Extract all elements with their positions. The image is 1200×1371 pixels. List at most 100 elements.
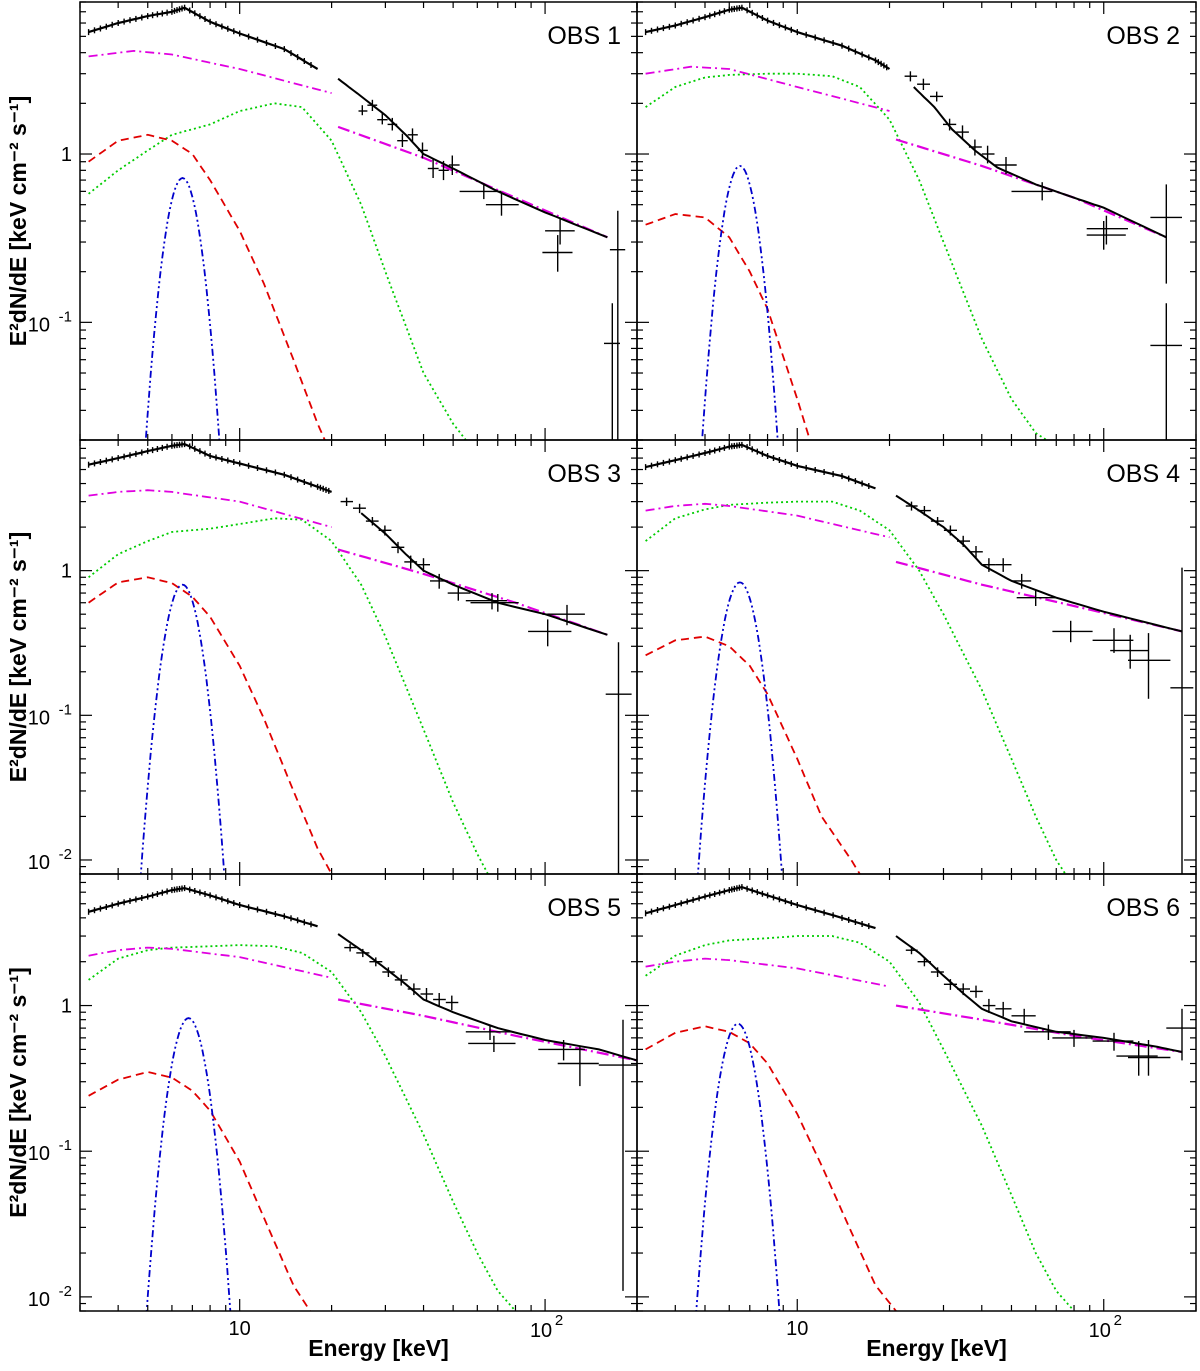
y-tick-label: 1 (61, 996, 72, 1018)
data-point (391, 541, 405, 554)
data-point (1052, 1029, 1093, 1047)
soft-spectrum-errors (87, 4, 312, 68)
data-point (382, 967, 395, 977)
total-model-soft (645, 443, 876, 490)
data-point (1092, 1032, 1134, 1051)
y-tick-labels: 1 10 -1 10 -2 (28, 561, 72, 874)
data-point (970, 546, 983, 559)
powerlaw-curve (645, 502, 890, 539)
disk-curve (645, 635, 861, 874)
x-tick-labels: 10 10 2 (786, 1312, 1122, 1342)
plot-area (87, 885, 637, 1311)
data-point (930, 517, 944, 526)
powerlaw-curve-hard (895, 1004, 1183, 1054)
data-point (1128, 1040, 1171, 1076)
data-point (957, 983, 970, 996)
data-point (394, 974, 408, 986)
y-tick-labels: 1 10 -1 10 -2 (28, 996, 72, 1311)
x-axis-title: Energy [keV] (308, 1335, 449, 1361)
data-point (417, 558, 430, 572)
data-point (417, 142, 428, 159)
y-axis-ticks (80, 1, 637, 441)
data-point (604, 303, 620, 440)
hard-xray-data (905, 946, 1196, 1076)
data-point (356, 948, 370, 958)
hard-xray-data (904, 71, 1182, 440)
panel-frame (79, 439, 638, 875)
data-point (917, 506, 931, 516)
soft-spectrum-errors (644, 4, 888, 71)
data-point (943, 525, 957, 536)
data-point (957, 535, 970, 547)
total-model-soft (645, 6, 891, 70)
data-point (1150, 184, 1182, 284)
y-tick-label: 10 (28, 1289, 50, 1311)
soft-spectrum-errors (644, 441, 870, 489)
y-axis-title: E²dN/dE [keV cm⁻² s⁻¹] (5, 532, 31, 782)
plot-area (87, 4, 626, 440)
y-tick-exponent: -1 (59, 701, 72, 718)
hard-xray-data (905, 501, 1194, 874)
data-point (598, 1019, 637, 1291)
hard-xray-data (358, 99, 626, 440)
panel-label: OBS 1 (547, 22, 621, 50)
data-point (930, 91, 943, 102)
panel-label: OBS 3 (547, 460, 621, 488)
panel-frame (79, 1, 638, 441)
x-tick-label: 10 (1089, 1320, 1111, 1342)
y-tick-label: 10 (28, 1143, 50, 1165)
x-axis-ticks (79, 440, 638, 874)
total-model-hard (360, 512, 608, 636)
comptonization-curve (88, 102, 467, 440)
total-model-hard (895, 494, 1183, 633)
data-point (465, 593, 507, 610)
data-point (1086, 221, 1126, 250)
x-tick-label: 10 (786, 1318, 808, 1340)
data-point (1170, 567, 1194, 874)
panel-obs-4: OBS 4 (636, 439, 1197, 875)
data-point (905, 501, 918, 511)
y-axis-ticks (80, 439, 637, 875)
plot-area (644, 884, 1196, 1311)
iron-line-curve (697, 581, 783, 874)
data-point (1086, 215, 1128, 245)
data-point (528, 619, 572, 647)
data-point (470, 594, 519, 612)
powerlaw-curve (645, 957, 890, 988)
data-point (427, 159, 439, 178)
iron-line-curve (139, 583, 226, 874)
data-point (468, 1035, 516, 1052)
x-axis-ticks (636, 2, 1197, 440)
data-point (995, 1001, 1012, 1017)
panel-frame (636, 873, 1197, 1312)
data-point (369, 957, 383, 967)
data-point (438, 160, 449, 181)
data-point (917, 957, 931, 967)
data-point (378, 525, 392, 536)
total-model-hard (337, 933, 637, 1062)
iron-line-curve (144, 177, 221, 440)
data-point (448, 155, 460, 175)
data-point (459, 183, 502, 200)
panel-obs-2: OBS 2 (636, 1, 1197, 441)
panel-obs-3: OBS 3 1 10 -1 10 -2 E²dN/dE [keV cm⁻² s⁻¹] (5, 439, 638, 875)
disk-curve (645, 1025, 897, 1311)
powerlaw-curve (645, 65, 890, 112)
total-model-soft (645, 885, 876, 930)
x-axis-title: Energy [keV] (866, 1335, 1007, 1361)
comptonization-curve (645, 935, 1075, 1311)
data-point (433, 993, 446, 1007)
data-point (485, 193, 519, 216)
data-point (1092, 628, 1134, 653)
y-tick-exponent: -1 (59, 1137, 72, 1154)
data-point (982, 998, 996, 1013)
x-axis-ticks (636, 440, 1197, 874)
panel-frame (636, 439, 1197, 875)
data-point (970, 985, 983, 998)
total-model-hard (337, 77, 608, 239)
data-point (353, 503, 366, 514)
data-point (387, 117, 398, 131)
data-point (557, 1046, 599, 1087)
data-point (430, 573, 448, 589)
